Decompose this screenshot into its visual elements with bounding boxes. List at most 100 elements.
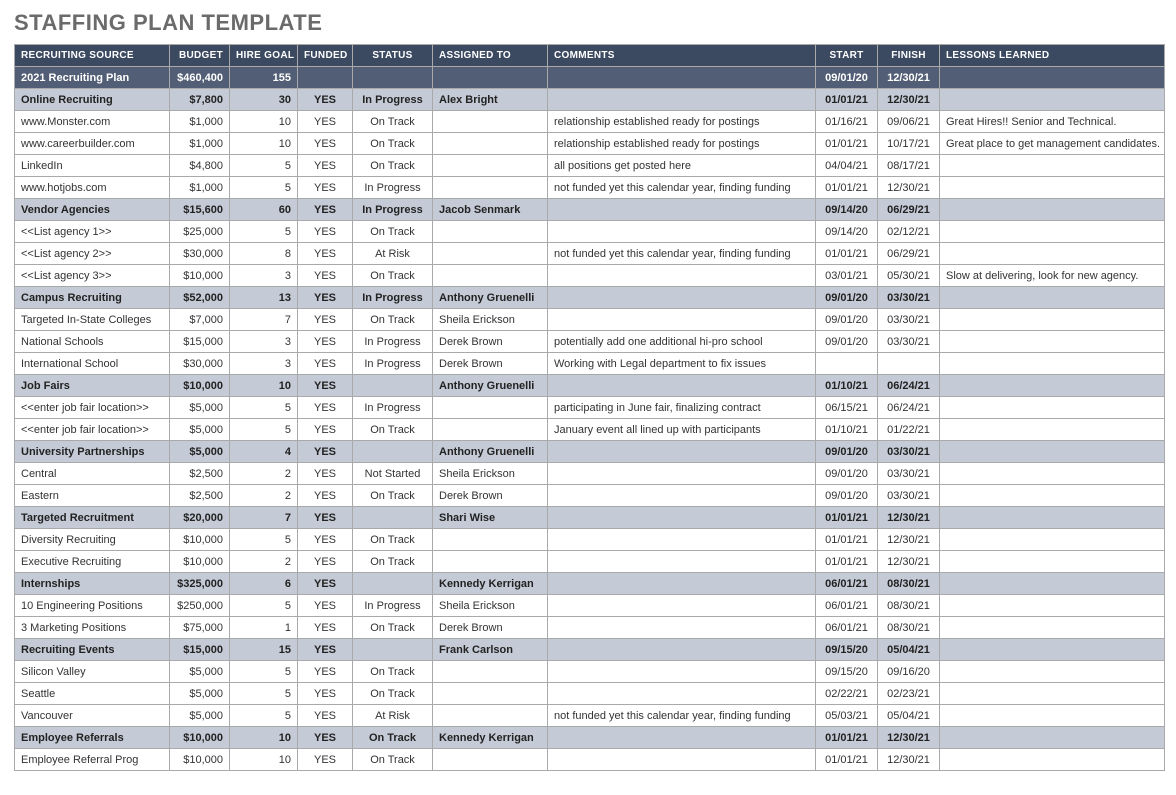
cell — [940, 727, 1165, 749]
cell: On Track — [353, 265, 433, 287]
col-header: STATUS — [353, 45, 433, 67]
cell: On Track — [353, 683, 433, 705]
cell: <<List agency 2>> — [15, 243, 170, 265]
cell: YES — [298, 463, 353, 485]
cell: $10,000 — [170, 551, 230, 573]
cell: 09/01/20 — [816, 485, 878, 507]
cell — [548, 309, 816, 331]
cell: Anthony Gruenelli — [433, 441, 548, 463]
cell — [548, 375, 816, 397]
cell: 06/01/21 — [816, 573, 878, 595]
cell: $30,000 — [170, 353, 230, 375]
cell: Job Fairs — [15, 375, 170, 397]
cell — [940, 375, 1165, 397]
cell: National Schools — [15, 331, 170, 353]
cell: YES — [298, 133, 353, 155]
cell — [940, 331, 1165, 353]
cell — [548, 221, 816, 243]
cell: LinkedIn — [15, 155, 170, 177]
cell: YES — [298, 705, 353, 727]
cell: 09/14/20 — [816, 199, 878, 221]
cell: 02/23/21 — [878, 683, 940, 705]
cell: YES — [298, 353, 353, 375]
table-row: <<List agency 3>>$10,0003YESOn Track03/0… — [15, 265, 1165, 287]
cell: 10 — [230, 133, 298, 155]
cell: 09/16/20 — [878, 661, 940, 683]
cell: 5 — [230, 595, 298, 617]
cell: $5,000 — [170, 683, 230, 705]
cell — [298, 67, 353, 89]
cell: Vendor Agencies — [15, 199, 170, 221]
cell — [816, 353, 878, 375]
cell: On Track — [353, 749, 433, 771]
cell: $250,000 — [170, 595, 230, 617]
cell: not funded yet this calendar year, findi… — [548, 243, 816, 265]
cell: Not Started — [353, 463, 433, 485]
cell: 5 — [230, 661, 298, 683]
cell: On Track — [353, 221, 433, 243]
cell: 12/30/21 — [878, 507, 940, 529]
staffing-plan-table: RECRUITING SOURCEBUDGETHIRE GOALFUNDEDST… — [14, 44, 1165, 771]
cell: www.Monster.com — [15, 111, 170, 133]
cell — [548, 89, 816, 111]
cell: $15,000 — [170, 331, 230, 353]
cell: 4 — [230, 441, 298, 463]
cell: In Progress — [353, 89, 433, 111]
cell: 10 — [230, 111, 298, 133]
cell — [940, 639, 1165, 661]
cell: $5,000 — [170, 441, 230, 463]
cell: YES — [298, 331, 353, 353]
cell: Recruiting Events — [15, 639, 170, 661]
cell: 30 — [230, 89, 298, 111]
cell: 3 — [230, 353, 298, 375]
cell: YES — [298, 111, 353, 133]
cell — [548, 661, 816, 683]
cell: Internships — [15, 573, 170, 595]
cell — [548, 727, 816, 749]
col-header: START — [816, 45, 878, 67]
cell: 15 — [230, 639, 298, 661]
cell: In Progress — [353, 331, 433, 353]
cell: Employee Referral Prog — [15, 749, 170, 771]
cell: 7 — [230, 309, 298, 331]
cell: 01/01/21 — [816, 749, 878, 771]
cell — [353, 639, 433, 661]
cell: 2021 Recruiting Plan — [15, 67, 170, 89]
cell: 06/24/21 — [878, 375, 940, 397]
cell: On Track — [353, 617, 433, 639]
cell — [548, 441, 816, 463]
cell — [940, 551, 1165, 573]
cell: 3 Marketing Positions — [15, 617, 170, 639]
cell: 09/01/20 — [816, 463, 878, 485]
cell — [940, 683, 1165, 705]
cell: 01/10/21 — [816, 419, 878, 441]
page-title: STAFFING PLAN TEMPLATE — [14, 10, 1162, 36]
cell: 05/04/21 — [878, 705, 940, 727]
table-row: Silicon Valley$5,0005YESOn Track09/15/20… — [15, 661, 1165, 683]
cell: On Track — [353, 661, 433, 683]
group-row: Recruiting Events$15,00015YESFrank Carls… — [15, 639, 1165, 661]
cell: Targeted In-State Colleges — [15, 309, 170, 331]
cell — [878, 353, 940, 375]
cell: 08/30/21 — [878, 595, 940, 617]
cell: YES — [298, 199, 353, 221]
cell: 09/01/20 — [816, 67, 878, 89]
cell: YES — [298, 639, 353, 661]
cell: 06/24/21 — [878, 397, 940, 419]
cell — [940, 749, 1165, 771]
cell: Slow at delivering, look for new agency. — [940, 265, 1165, 287]
table-row: <<List agency 1>>$25,0005YESOn Track09/1… — [15, 221, 1165, 243]
cell — [353, 573, 433, 595]
cell: $5,000 — [170, 419, 230, 441]
cell: International School — [15, 353, 170, 375]
cell: 01/01/21 — [816, 507, 878, 529]
cell: 1 — [230, 617, 298, 639]
table-row: <<enter job fair location>>$5,0005YESIn … — [15, 397, 1165, 419]
cell — [940, 705, 1165, 727]
cell: YES — [298, 177, 353, 199]
cell — [548, 595, 816, 617]
cell: On Track — [353, 727, 433, 749]
cell: 06/01/21 — [816, 617, 878, 639]
cell: Jacob Senmark — [433, 199, 548, 221]
cell — [548, 199, 816, 221]
